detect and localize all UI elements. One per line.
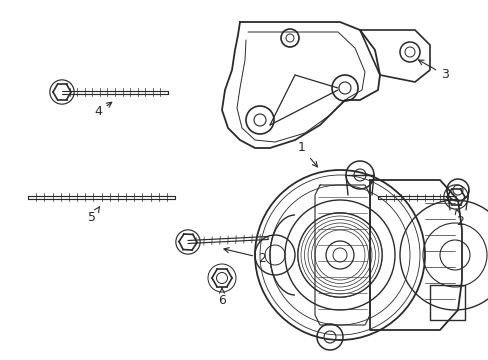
- Text: 1: 1: [298, 141, 317, 167]
- Text: 2: 2: [454, 209, 463, 229]
- Text: 4: 4: [94, 102, 111, 118]
- Text: 3: 3: [418, 60, 448, 81]
- Text: 6: 6: [218, 288, 225, 306]
- Text: 5: 5: [88, 206, 100, 225]
- Text: 2: 2: [224, 248, 265, 265]
